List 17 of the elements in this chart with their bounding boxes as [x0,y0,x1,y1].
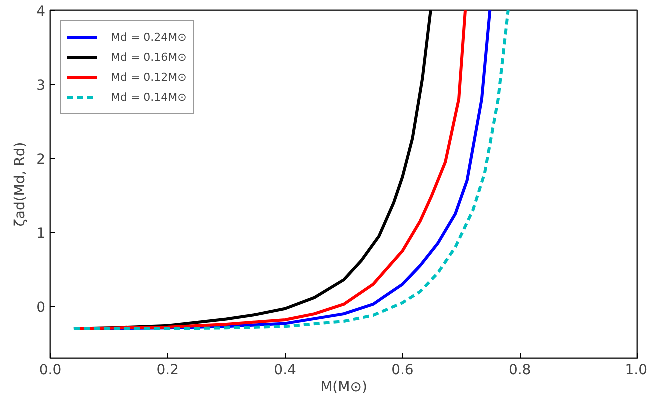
x-tick-label: 0.2 [156,362,180,378]
legend-label: Md = 0.16M⊙ [111,50,187,64]
y-axis-title: ζad(Md, Rd) [12,142,29,227]
x-tick-label: 0.0 [39,362,62,378]
legend-label: Md = 0.24M⊙ [111,30,187,44]
y-tick-label: 0 [36,300,46,316]
y-tick-label: 2 [36,152,46,168]
legend-label: Md = 0.14M⊙ [111,90,187,104]
x-tick-label: 0.8 [508,362,532,378]
y-tick-label: 4 [36,4,46,20]
y-tick-label: 1 [36,226,46,242]
x-tick-label: 0.4 [274,362,297,378]
x-tick-label: 0.6 [392,362,414,378]
y-tick-label: 3 [36,78,46,94]
legend-label: Md = 0.12M⊙ [111,70,187,84]
x-axis-title: M(M⊙) [320,380,368,396]
x-tick-label: 1.0 [625,362,647,378]
